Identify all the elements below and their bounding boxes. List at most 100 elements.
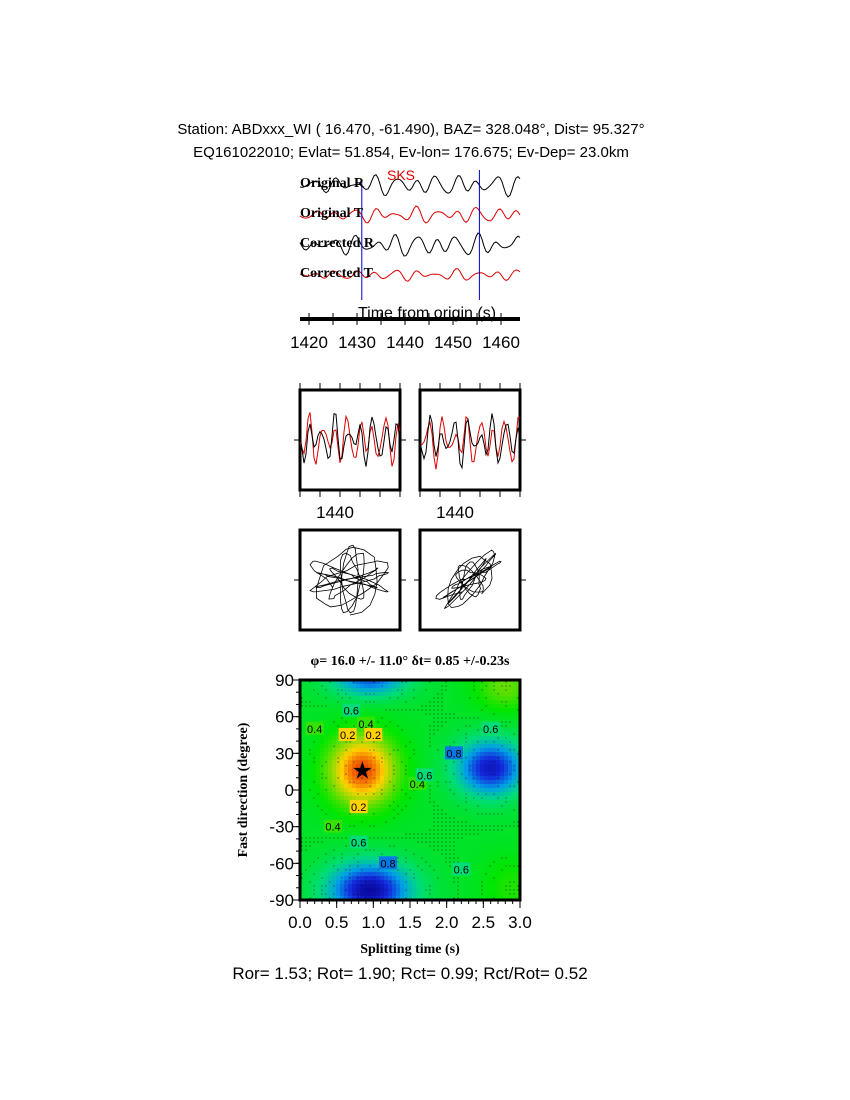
heatmap-cell	[468, 788, 473, 793]
contour-dot	[397, 869, 399, 871]
heatmap-cell	[300, 688, 305, 693]
contour-dot	[469, 697, 471, 699]
heatmap-cell	[428, 872, 433, 877]
heatmap-cell	[332, 752, 337, 757]
heatmap-cell	[312, 816, 317, 821]
heatmap-cell	[452, 720, 457, 725]
heatmap-cell	[344, 812, 349, 817]
contour-dot	[385, 837, 387, 839]
contour-dot	[489, 825, 491, 827]
contour-dot	[437, 701, 439, 703]
contour-dot	[429, 889, 431, 891]
heatmap-cell	[508, 780, 513, 785]
heatmap-cell	[452, 708, 457, 713]
heatmap-cell	[400, 744, 405, 749]
heatmap-cell	[472, 692, 477, 697]
heatmap-cell	[312, 824, 317, 829]
heatmap-cell	[464, 788, 469, 793]
heatmap-cell	[316, 820, 321, 825]
heatmap-cell	[316, 772, 321, 777]
trace-corrected-t	[299, 268, 521, 282]
header-line1: Station: ABDxxx_WI ( 16.470, -61.490), B…	[177, 121, 644, 138]
heatmap-cell	[392, 888, 397, 893]
heatmap-cell	[304, 748, 309, 753]
heatmap-cell	[412, 840, 417, 845]
heatmap-cell	[404, 812, 409, 817]
contour-dot	[441, 821, 443, 823]
heatmap-cell	[392, 692, 397, 697]
heatmap-cell	[328, 784, 333, 789]
heatmap-cell	[372, 860, 377, 865]
contour-dot	[501, 685, 503, 687]
heatmap-cell	[432, 736, 437, 741]
heatmap-cell	[392, 712, 397, 717]
contour-dot	[313, 885, 315, 887]
heatmap-cell	[336, 708, 341, 713]
heatmap-cell	[332, 740, 337, 745]
heatmap-cell	[496, 892, 501, 897]
heatmap-cell	[304, 792, 309, 797]
heatmap-cell	[476, 868, 481, 873]
heatmap-cell	[500, 792, 505, 797]
contour-dot	[353, 725, 355, 727]
heatmap-cell	[428, 764, 433, 769]
heatmap-cell	[496, 804, 501, 809]
contour-dot	[465, 741, 467, 743]
contour-dot	[429, 733, 431, 735]
heatmap-cell	[340, 792, 345, 797]
heatmap-cell	[404, 704, 409, 709]
heatmap-cell	[336, 768, 341, 773]
heatmap-cell	[300, 824, 305, 829]
heatmap-cell	[384, 852, 389, 857]
heatmap-cell	[340, 776, 345, 781]
heatmap-cell	[496, 688, 501, 693]
heatmap-cell	[392, 696, 397, 701]
heatmap-cell	[376, 696, 381, 701]
heatmap-cell	[368, 896, 373, 901]
heatmap-cell	[324, 716, 329, 721]
heatmap-cell	[352, 816, 357, 821]
heatmap-cell	[336, 856, 341, 861]
heatmap-cell	[456, 764, 461, 769]
contour-dot	[473, 689, 475, 691]
heatmap-cell	[384, 796, 389, 801]
contour-dot	[421, 869, 423, 871]
contour-dot	[501, 805, 503, 807]
contour-dot	[369, 693, 371, 695]
heatmap-cell	[480, 832, 485, 837]
heatmap-cell	[360, 784, 365, 789]
heatmap-cell	[480, 896, 485, 901]
heatmap-cell	[480, 800, 485, 805]
heatmap-cell	[416, 684, 421, 689]
contour-dot	[477, 741, 479, 743]
contour-dot	[365, 877, 367, 879]
heatmap-cell	[416, 892, 421, 897]
heatmap-cell	[424, 844, 429, 849]
heatmap-cell	[476, 776, 481, 781]
heatmap-cell	[372, 780, 377, 785]
heatmap-cell	[320, 752, 325, 757]
heatmap-cell	[448, 720, 453, 725]
heatmap-cell	[308, 892, 313, 897]
heatmap-cell	[304, 772, 309, 777]
heatmap-cell	[444, 728, 449, 733]
heatmap-cell	[332, 844, 337, 849]
heatmap-cell	[484, 800, 489, 805]
contour-dot	[433, 849, 435, 851]
heatmap-cell	[452, 732, 457, 737]
heatmap-cell	[464, 688, 469, 693]
heatmap-cell	[464, 780, 469, 785]
heatmap-cell	[456, 760, 461, 765]
heatmap-cell	[416, 844, 421, 849]
heatmap-cell	[416, 820, 421, 825]
heatmap-cell	[308, 696, 313, 701]
heatmap-cell	[392, 752, 397, 757]
contour-dot	[373, 837, 375, 839]
heatmap-cell	[452, 744, 457, 749]
heatmap-cell	[396, 840, 401, 845]
contour-dot	[325, 705, 327, 707]
heatmap-cell	[512, 816, 517, 821]
contour-dot	[429, 893, 431, 895]
heatmap-cell	[400, 840, 405, 845]
contour-dot	[429, 741, 431, 743]
